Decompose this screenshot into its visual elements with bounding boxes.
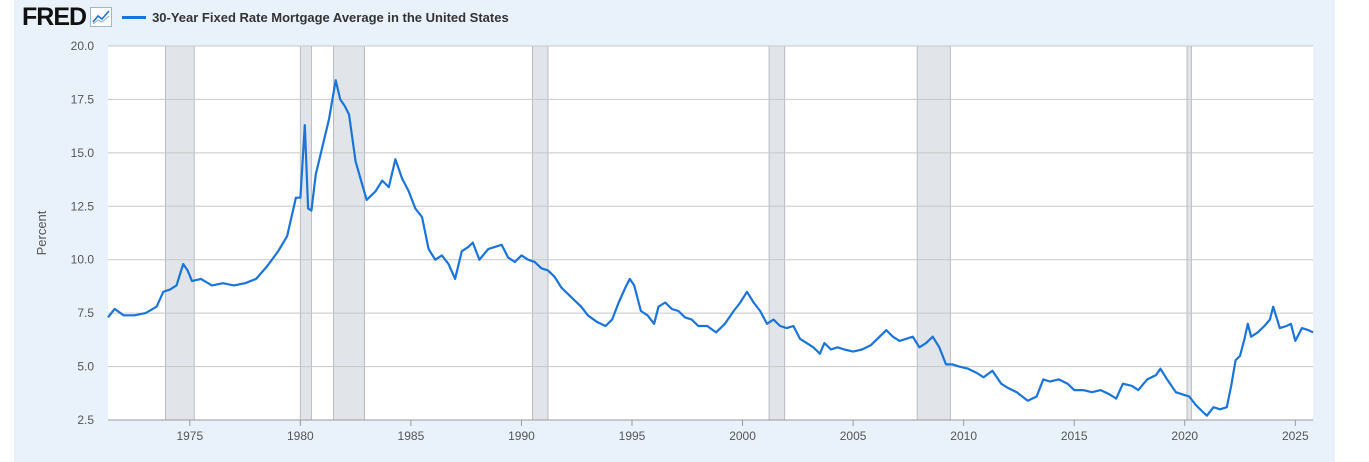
y-tick-label: 2.5 <box>77 413 94 427</box>
y-axis-label: Percent <box>34 210 49 255</box>
recession-band <box>300 46 312 420</box>
x-tick-label: 1985 <box>398 429 425 443</box>
x-tick-label: 2020 <box>1171 429 1198 443</box>
x-tick-label: 2025 <box>1282 429 1309 443</box>
recession-band <box>917 46 951 420</box>
series-title: 30-Year Fixed Rate Mortgage Average in t… <box>152 9 509 25</box>
x-tick-label: 1990 <box>508 429 535 443</box>
y-tick-label: 12.5 <box>71 199 95 213</box>
y-tick-label: 10.0 <box>71 253 95 267</box>
line-chart-icon <box>90 7 113 27</box>
recession-band <box>165 46 195 420</box>
x-tick-label: 1980 <box>287 429 314 443</box>
y-tick-label: 15.0 <box>71 146 95 160</box>
y-tick-label: 17.5 <box>71 92 95 106</box>
y-tick-label: 7.5 <box>77 306 94 320</box>
x-tick-label: 1995 <box>619 429 646 443</box>
series-line <box>107 79 1314 417</box>
chart-header: FRED 30-Year Fixed Rate Mortgage Average… <box>22 4 509 30</box>
recession-band <box>333 46 365 420</box>
x-tick-label: 2000 <box>729 429 756 443</box>
x-tick-label: 2005 <box>840 429 867 443</box>
fred-logo[interactable]: FRED <box>22 3 87 31</box>
recession-band <box>1186 46 1192 420</box>
recession-band <box>532 46 548 420</box>
recession-band <box>769 46 785 420</box>
x-tick-label: 1975 <box>176 429 203 443</box>
legend-swatch <box>122 15 147 19</box>
y-tick-label: 20.0 <box>71 39 95 53</box>
x-tick-label: 2010 <box>950 429 977 443</box>
x-tick-label: 2015 <box>1061 429 1088 443</box>
y-tick-label: 5.0 <box>77 360 94 374</box>
